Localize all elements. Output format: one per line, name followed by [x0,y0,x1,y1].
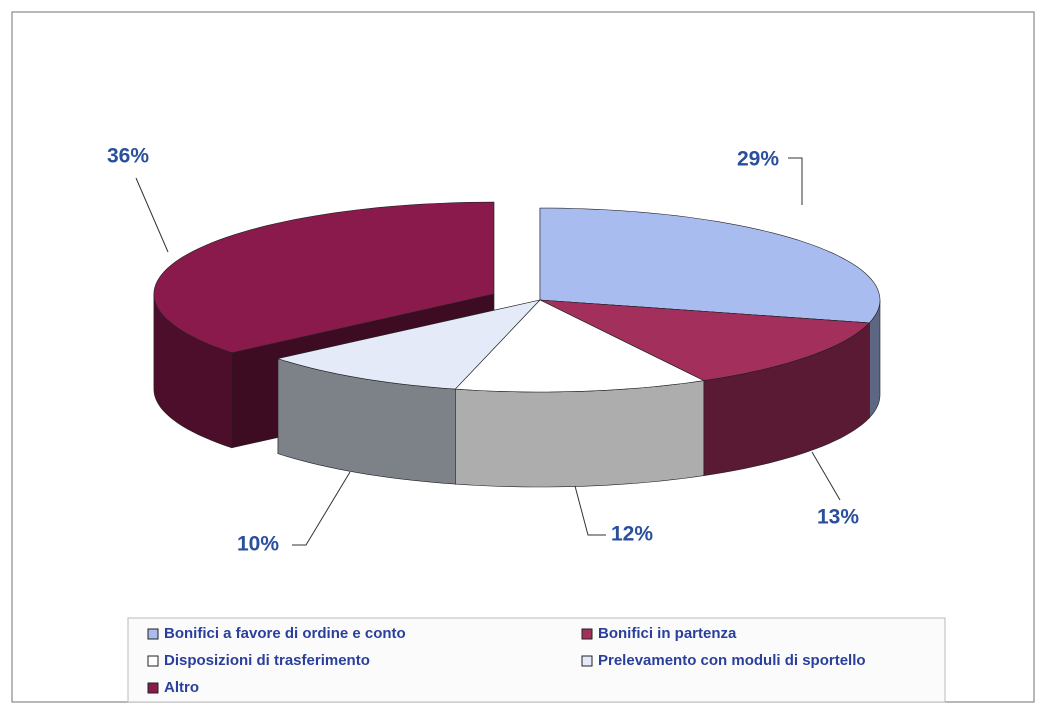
leader-line [135,177,169,253]
pie [153,201,881,488]
legend-label: Bonifici a favore di ordine e conto [164,625,406,642]
legend-swatch [581,655,593,667]
legend-swatch [581,628,593,640]
legend-box [127,617,946,703]
leader-line [811,451,841,501]
legend-label: Prelevamento con moduli di sportello [598,652,866,669]
slice [539,299,870,381]
slice [539,207,881,324]
leader-line [788,157,803,205]
data-label: 36% [107,145,149,168]
legend-swatch [147,655,159,667]
data-label: 10% [237,533,279,556]
legend-swatch [147,682,159,694]
legend-label: Disposizioni di trasferimento [164,652,370,669]
legend-swatch [147,628,159,640]
leader-line [574,485,606,536]
legend-label: Altro [164,679,199,696]
slice-side [455,380,705,488]
leader-line [292,471,351,546]
slice [454,299,705,393]
data-label: 13% [817,506,859,529]
data-label: 29% [737,148,779,171]
slice [153,201,495,354]
legend-label: Bonifici in partenza [598,625,737,642]
data-label: 12% [611,523,653,546]
slice [276,299,541,390]
